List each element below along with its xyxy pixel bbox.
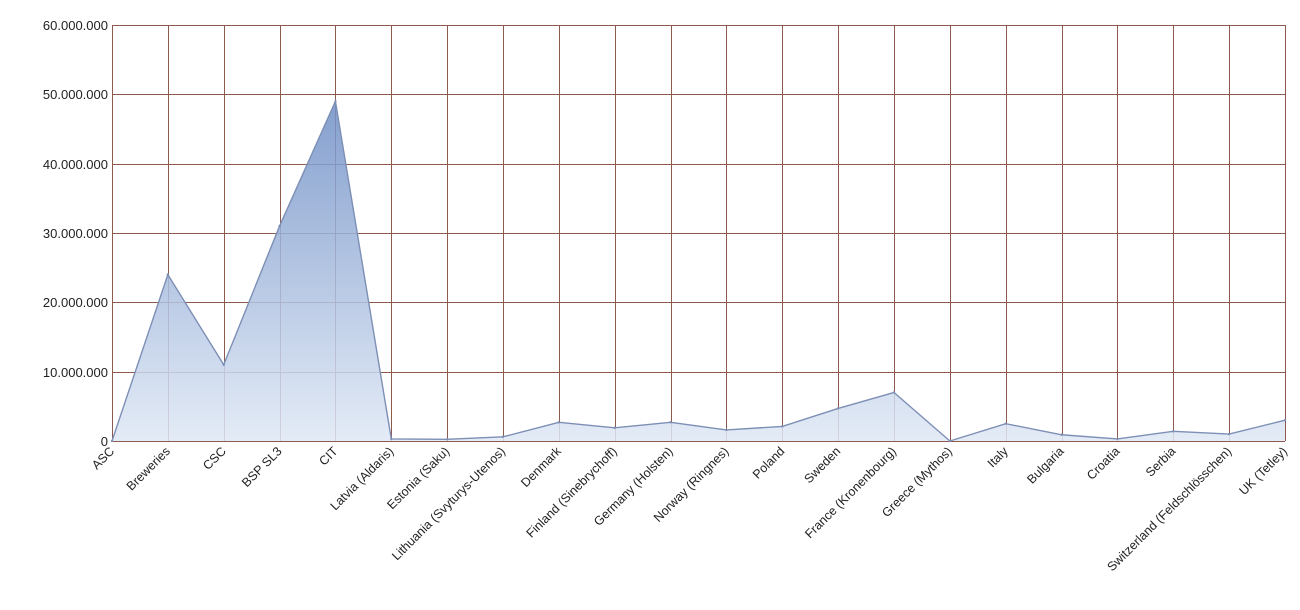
y-tick-label: 0 (101, 434, 108, 449)
data-point (334, 100, 337, 103)
x-tick-label: Finland (Sinebrychoff) (524, 444, 620, 540)
area-fill (112, 101, 1285, 442)
data-point (1227, 432, 1231, 436)
x-tick-label: Poland (750, 444, 787, 481)
x-tick-label: Serbia (1143, 444, 1178, 479)
data-point (836, 407, 840, 410)
data-point (222, 363, 225, 366)
data-point (110, 439, 114, 443)
x-tick-label: CIT (316, 444, 340, 468)
x-tick-label: Denmark (518, 444, 564, 490)
y-tick-label: 40.000.000 (43, 157, 108, 172)
data-point (278, 224, 281, 228)
data-point (725, 428, 728, 432)
data-point (390, 437, 393, 441)
x-tick-label: Bulgaria (1024, 444, 1066, 486)
y-tick-label: 10.000.000 (43, 365, 108, 380)
x-tick-label: Italy (985, 444, 1012, 471)
series-line (111, 98, 1286, 442)
data-point (501, 435, 505, 439)
x-tick-label: CSC (200, 444, 229, 473)
data-point (1283, 419, 1287, 422)
data-point (613, 426, 616, 430)
x-tick-label: France (Kronenbourg) (802, 444, 899, 541)
grid-lines (112, 25, 1286, 442)
data-point (892, 391, 896, 394)
data-point (1004, 422, 1007, 425)
area-series (110, 98, 1287, 443)
x-tick-label: Lithuania (Svyturys-Utenos) (389, 444, 508, 563)
data-point (948, 439, 952, 443)
data-point (669, 421, 672, 424)
data-point (557, 421, 561, 424)
y-tick-label: 30.000.000 (43, 226, 108, 241)
y-tick-label: 20.000.000 (43, 295, 108, 310)
data-point (781, 425, 784, 428)
data-point (1060, 433, 1063, 436)
x-tick-label: Sweden (801, 444, 843, 486)
y-tick-label: 50.000.000 (43, 87, 108, 102)
data-point (445, 438, 449, 441)
x-tick-label: Breweries (124, 444, 173, 493)
x-tick-label: BSP SL3 (239, 444, 285, 490)
x-tick-label: UK (Tetley) (1237, 444, 1291, 498)
data-point (166, 273, 170, 276)
x-tick-label: Switzerland (Feldschlösschen) (1104, 444, 1234, 574)
y-tick-label: 60.000.000 (43, 18, 108, 33)
x-tick-label: Croatia (1084, 444, 1122, 482)
data-point (1172, 430, 1175, 433)
data-point (1116, 437, 1119, 441)
x-tick-label: ASC (89, 444, 117, 472)
y-axis: 0 10.000.000 20.000.000 30.000.000 40.000.00… (43, 18, 108, 449)
